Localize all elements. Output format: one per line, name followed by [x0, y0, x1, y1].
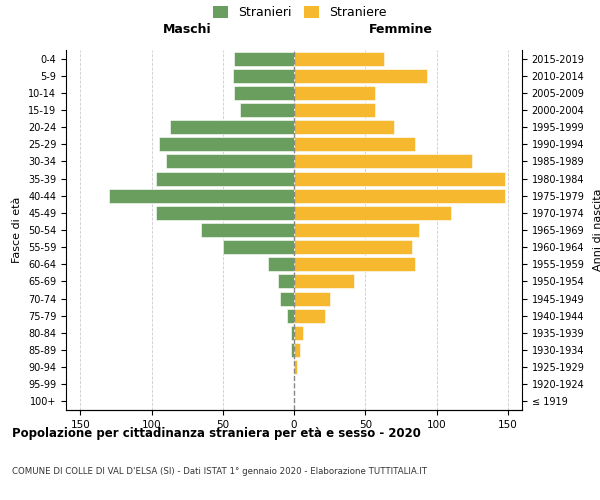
- Bar: [294, 258, 415, 272]
- Bar: [234, 86, 294, 100]
- Bar: [294, 120, 394, 134]
- Bar: [294, 308, 325, 322]
- Text: Maschi: Maschi: [163, 24, 211, 36]
- Bar: [202, 223, 294, 237]
- Bar: [294, 240, 412, 254]
- Bar: [156, 206, 294, 220]
- Bar: [294, 326, 302, 340]
- Bar: [234, 52, 294, 66]
- Bar: [294, 292, 329, 306]
- Y-axis label: Fasce di età: Fasce di età: [13, 197, 22, 263]
- Bar: [287, 308, 294, 322]
- Text: Popolazione per cittadinanza straniera per età e sesso - 2020: Popolazione per cittadinanza straniera p…: [12, 428, 421, 440]
- Bar: [294, 86, 375, 100]
- Bar: [294, 172, 505, 185]
- Bar: [294, 360, 297, 374]
- Bar: [109, 188, 294, 202]
- Text: Femmine: Femmine: [369, 24, 433, 36]
- Bar: [294, 343, 300, 357]
- Bar: [268, 258, 294, 272]
- Bar: [294, 206, 451, 220]
- Y-axis label: Anni di nascita: Anni di nascita: [593, 188, 600, 271]
- Bar: [294, 103, 375, 117]
- Bar: [240, 103, 294, 117]
- Bar: [294, 52, 384, 66]
- Bar: [291, 326, 294, 340]
- Legend: Stranieri, Straniere: Stranieri, Straniere: [213, 6, 387, 19]
- Bar: [170, 120, 294, 134]
- Bar: [291, 343, 294, 357]
- Bar: [294, 68, 427, 82]
- Bar: [278, 274, 294, 288]
- Bar: [223, 240, 294, 254]
- Bar: [294, 188, 505, 202]
- Bar: [294, 274, 354, 288]
- Bar: [158, 138, 294, 151]
- Bar: [233, 68, 294, 82]
- Bar: [166, 154, 294, 168]
- Bar: [294, 223, 419, 237]
- Bar: [294, 138, 415, 151]
- Text: COMUNE DI COLLE DI VAL D'ELSA (SI) - Dati ISTAT 1° gennaio 2020 - Elaborazione T: COMUNE DI COLLE DI VAL D'ELSA (SI) - Dat…: [12, 468, 427, 476]
- Bar: [156, 172, 294, 185]
- Bar: [280, 292, 294, 306]
- Bar: [294, 154, 472, 168]
